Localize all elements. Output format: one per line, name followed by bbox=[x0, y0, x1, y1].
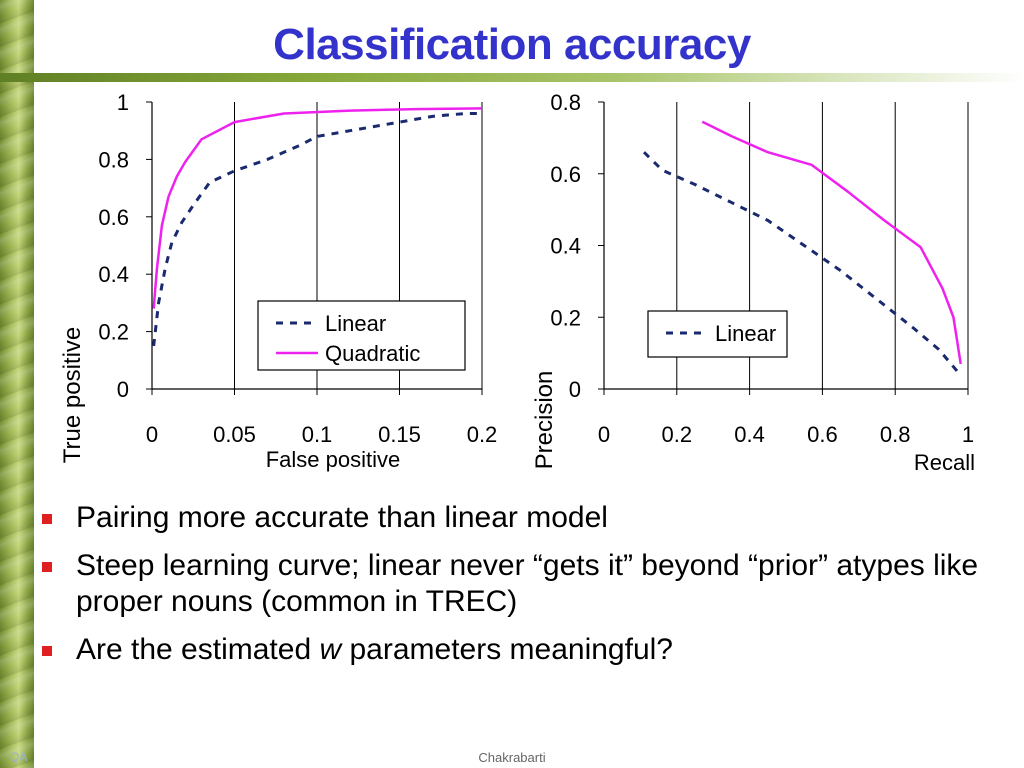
bullet-list: Pairing more accurate than linear model … bbox=[40, 500, 1000, 680]
bullet-item: Pairing more accurate than linear model bbox=[40, 500, 1000, 536]
bullet-square-icon bbox=[42, 514, 52, 524]
series-line-unlabeled bbox=[701, 120, 962, 365]
x-tick-label: 0.4 bbox=[734, 422, 765, 447]
footer-label: QA bbox=[10, 750, 28, 764]
bullet-item: Are the estimated w parameters meaningfu… bbox=[40, 632, 1000, 668]
bullet-square-icon bbox=[42, 562, 52, 572]
x-tick-label: 0.2 bbox=[662, 422, 693, 447]
x-axis-label: Recall bbox=[914, 450, 975, 475]
x-tick-label: 0.6 bbox=[807, 422, 838, 447]
x-tick-label: 1 bbox=[962, 422, 974, 447]
bullet-text-start: Are the estimated bbox=[76, 633, 320, 666]
x-tick-label: 0.15 bbox=[378, 422, 421, 447]
y-tick-label: 0.4 bbox=[98, 262, 129, 287]
x-axis-label: False positive bbox=[266, 447, 401, 472]
y-tick-label: 0.4 bbox=[550, 234, 581, 259]
series-line-linear bbox=[152, 111, 482, 347]
legend-box bbox=[257, 300, 466, 371]
charts-area: 0 0.2 0.4 0.6 0.8 1 0 0.05 0.1 0.15 0.2 False posit… bbox=[59, 90, 975, 475]
bullet-text: Pairing more accurate than linear model bbox=[76, 501, 608, 534]
legend-label: Linear bbox=[715, 321, 776, 346]
y-tick-label: 0 bbox=[117, 377, 129, 402]
y-axis-label: Precision bbox=[531, 371, 558, 470]
bullet-square-icon bbox=[42, 646, 52, 656]
x-tick-label: 0.8 bbox=[880, 422, 911, 447]
y-tick-label: 0.2 bbox=[550, 305, 581, 330]
slide-title: Classification accuracy bbox=[273, 20, 751, 69]
series-line-quadratic bbox=[152, 107, 483, 309]
roc-chart: 0 0.2 0.4 0.6 0.8 1 0 0.05 0.1 0.15 0.2 False posit… bbox=[59, 90, 497, 472]
x-tick-label: 0 bbox=[146, 422, 158, 447]
x-tick-label: 0.2 bbox=[467, 422, 498, 447]
bullet-item: Steep learning curve; linear never “gets… bbox=[40, 548, 1000, 620]
legend-label: Linear bbox=[325, 311, 386, 336]
title-rule bbox=[0, 73, 1024, 82]
footer-author: Chakrabarti bbox=[478, 750, 546, 765]
y-tick-label: 0 bbox=[569, 377, 581, 402]
bullet-text-emphasis: w bbox=[319, 633, 342, 666]
y-tick-label: 1 bbox=[117, 90, 129, 115]
y-tick-label: 0.8 bbox=[550, 90, 581, 115]
bullet-text: Steep learning curve; linear never “gets… bbox=[76, 549, 979, 618]
bullet-text-end: parameters meaningful? bbox=[341, 633, 673, 666]
x-tick-label: 0.05 bbox=[213, 422, 256, 447]
precision-recall-chart: 0 0.2 0.4 0.6 0.8 0 0.2 0.4 0.6 0.8 1 Recall Precisi… bbox=[531, 90, 975, 475]
legend-label: Quadratic bbox=[325, 341, 420, 366]
y-tick-label: 0.6 bbox=[98, 205, 129, 230]
y-axis-label: True positive bbox=[59, 327, 86, 464]
y-tick-label: 0.2 bbox=[98, 320, 129, 345]
y-tick-label: 0.8 bbox=[98, 147, 129, 172]
leaf-decoration bbox=[0, 0, 34, 768]
x-tick-label: 0.1 bbox=[302, 422, 333, 447]
x-tick-label: 0 bbox=[598, 422, 610, 447]
y-tick-label: 0.6 bbox=[550, 162, 581, 187]
